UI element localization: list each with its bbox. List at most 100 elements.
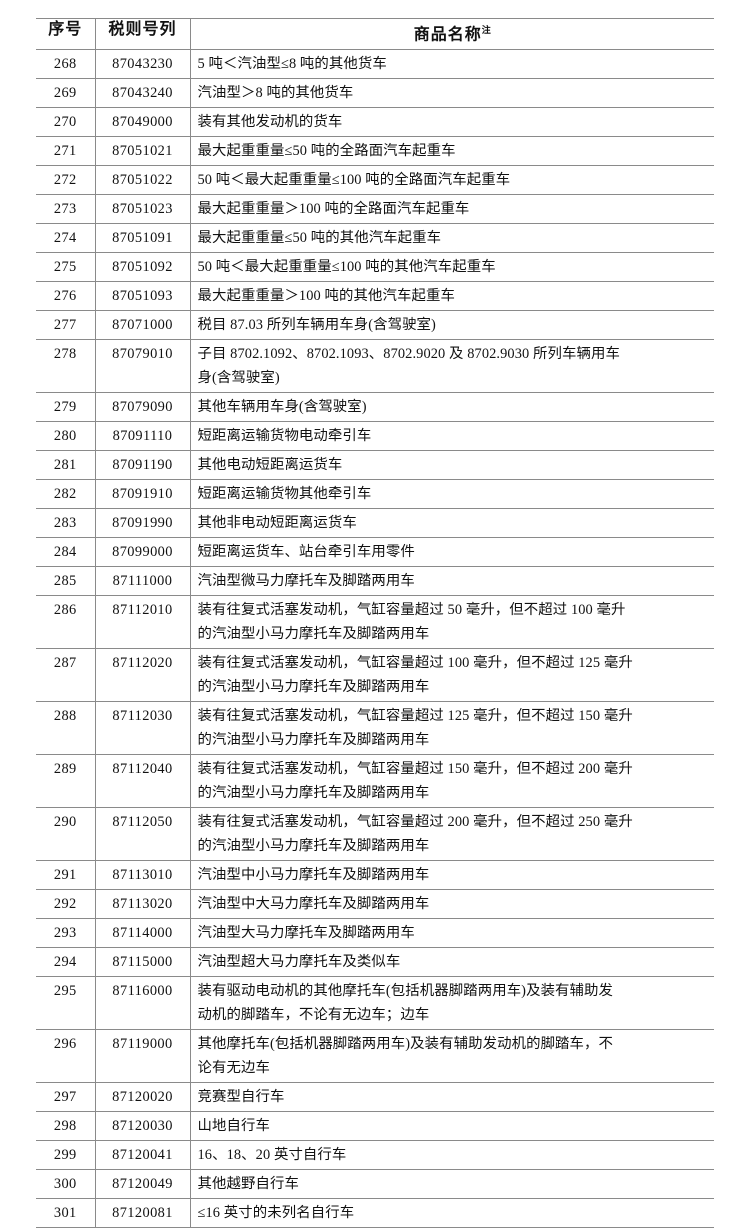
cell-tariff-code: 87051092 [95, 252, 191, 282]
cell-product-name-line: 汽油型微马力摩托车及脚踏两用车 [197, 573, 415, 589]
table-row: 277 87071000 税目 87.03 所列车辆用车身(含驾驶室) [36, 310, 714, 340]
cell-tariff-code: 87112020 [95, 648, 191, 702]
cell-product-name: 5 吨＜汽油型≤8 吨的其他货车 [190, 49, 714, 79]
cell-product-name-line: 最大起重重量≤50 吨的全路面汽车起重车 [197, 143, 456, 159]
cell-tariff-code: 87113010 [95, 860, 191, 890]
table-row: 292 87113020 汽油型中大马力摩托车及脚踏两用车 [36, 889, 714, 919]
cell-product-name: 其他越野自行车 [190, 1169, 714, 1199]
table-row: 275 87051092 50 吨＜最大起重重量≤100 吨的其他汽车起重车 [36, 252, 714, 282]
cell-tariff-code: 87111000 [95, 566, 191, 596]
cell-product-name-line: 子目 8702.1092、8702.1093、8702.9020 及 8702.… [197, 346, 620, 362]
table-row: 285 87111000 汽油型微马力摩托车及脚踏两用车 [36, 566, 714, 596]
cell-tariff-code: 87091110 [95, 421, 191, 451]
cell-sequence: 287 [36, 648, 96, 702]
cell-sequence: 290 [36, 807, 96, 861]
cell-tariff-code: 87115000 [95, 947, 191, 977]
cell-sequence: 278 [36, 339, 96, 393]
cell-product-name-line: 装有驱动电动机的其他摩托车(包括机器脚踏两用车)及装有辅助发 [197, 983, 614, 999]
table-row: 291 87113010 汽油型中小马力摩托车及脚踏两用车 [36, 860, 714, 890]
cell-product-name-line: ≤16 英寸的未列名自行车 [197, 1205, 355, 1221]
cell-product-name-line: 装有其他发动机的货车 [197, 114, 343, 130]
cell-product-name: 汽油型超大马力摩托车及类似车 [190, 947, 714, 977]
cell-product-name: 最大起重重量≤50 吨的全路面汽车起重车 [190, 136, 714, 166]
cell-product-name-line: 16、18、20 英寸自行车 [197, 1147, 347, 1163]
cell-product-name: 汽油型大马力摩托车及脚踏两用车 [190, 918, 714, 948]
cell-sequence: 294 [36, 947, 96, 977]
cell-product-name: 短距离运输货物其他牵引车 [190, 479, 714, 509]
cell-product-name: 竞赛型自行车 [190, 1082, 714, 1112]
cell-product-name: ≤16 英寸的未列名自行车 [190, 1198, 714, 1228]
cell-product-name-line: 装有往复式活塞发动机，气缸容量超过 100 毫升，但不超过 125 毫升 [197, 655, 633, 671]
cell-sequence: 273 [36, 194, 96, 224]
cell-tariff-code: 87120049 [95, 1169, 191, 1199]
cell-tariff-code: 87112050 [95, 807, 191, 861]
cell-tariff-code: 87051091 [95, 223, 191, 253]
cell-sequence: 291 [36, 860, 96, 890]
cell-tariff-code: 87112010 [95, 595, 191, 649]
cell-product-name-line: 汽油型超大马力摩托车及类似车 [197, 954, 401, 970]
cell-tariff-code: 87051093 [95, 281, 191, 311]
cell-product-name-line: 5 吨＜汽油型≤8 吨的其他货车 [197, 56, 387, 72]
cell-tariff-code: 87051022 [95, 165, 191, 195]
table-row: 271 87051021 最大起重重量≤50 吨的全路面汽车起重车 [36, 136, 714, 166]
table-row: 288 87112030 装有往复式活塞发动机，气缸容量超过 125 毫升，但不超过… [36, 701, 714, 755]
cell-product-name-line: 其他摩托车(包括机器脚踏两用车)及装有辅助发动机的脚踏车，不 [197, 1036, 614, 1052]
table-row: 281 87091190 其他电动短距离运货车 [36, 450, 714, 480]
column-header-tariff-code: 税则号列 [95, 18, 191, 50]
cell-sequence: 299 [36, 1140, 96, 1170]
cell-product-name-line: 其他非电动短距离运货车 [197, 515, 357, 531]
cell-tariff-code: 87043230 [95, 49, 191, 79]
cell-product-name: 汽油型中大马力摩托车及脚踏两用车 [190, 889, 714, 919]
table-row: 276 87051093 最大起重重量＞100 吨的其他汽车起重车 [36, 281, 714, 311]
column-header-product-name-text: 商品名称 [413, 26, 482, 44]
table-row: 269 87043240 汽油型＞8 吨的其他货车 [36, 78, 714, 108]
cell-product-name: 其他非电动短距离运货车 [190, 508, 714, 538]
cell-product-name: 装有往复式活塞发动机，气缸容量超过 100 毫升，但不超过 125 毫升 的汽油型… [190, 648, 714, 702]
table-row: 270 87049000 装有其他发动机的货车 [36, 107, 714, 137]
cell-sequence: 279 [36, 392, 96, 422]
table-row: 280 87091110 短距离运输货物电动牵引车 [36, 421, 714, 451]
table-row: 296 87119000 其他摩托车(包括机器脚踏两用车)及装有辅助发动机的脚踏车，… [36, 1029, 714, 1083]
cell-sequence: 274 [36, 223, 96, 253]
cell-sequence: 272 [36, 165, 96, 195]
cell-product-name-line: 汽油型大马力摩托车及脚踏两用车 [197, 925, 415, 941]
cell-tariff-code: 87051021 [95, 136, 191, 166]
table-row: 299 87120041 16、18、20 英寸自行车 [36, 1140, 714, 1170]
cell-sequence: 300 [36, 1169, 96, 1199]
cell-product-name-line: 其他越野自行车 [197, 1176, 299, 1192]
cell-product-name: 汽油型＞8 吨的其他货车 [190, 78, 714, 108]
column-header-sequence: 序号 [36, 18, 96, 50]
cell-sequence: 288 [36, 701, 96, 755]
column-header-footnote-marker: 注 [481, 25, 491, 35]
cell-product-name: 50 吨＜最大起重重量≤100 吨的全路面汽车起重车 [190, 165, 714, 195]
cell-product-name: 装有往复式活塞发动机，气缸容量超过 50 毫升，但不超过 100 毫升 的汽油型小… [190, 595, 714, 649]
cell-tariff-code: 87120020 [95, 1082, 191, 1112]
cell-product-name: 其他摩托车(包括机器脚踏两用车)及装有辅助发动机的脚踏车，不 论有无边车 [190, 1029, 714, 1083]
cell-product-name: 16、18、20 英寸自行车 [190, 1140, 714, 1170]
cell-sequence: 285 [36, 566, 96, 596]
table-header: 序号 税则号列 商品名称注 [36, 18, 714, 50]
cell-product-name-line: 装有往复式活塞发动机，气缸容量超过 150 毫升，但不超过 200 毫升 [197, 761, 633, 777]
cell-product-name-line: 短距离运输货物其他牵引车 [197, 486, 372, 502]
cell-sequence: 293 [36, 918, 96, 948]
table-row: 272 87051022 50 吨＜最大起重重量≤100 吨的全路面汽车起重车 [36, 165, 714, 195]
cell-product-name: 装有往复式活塞发动机，气缸容量超过 200 毫升，但不超过 250 毫升 的汽油型… [190, 807, 714, 861]
cell-product-name-line: 最大起重重量≤50 吨的其他汽车起重车 [197, 230, 442, 246]
cell-tariff-code: 87120030 [95, 1111, 191, 1141]
cell-product-name: 最大起重重量＞100 吨的全路面汽车起重车 [190, 194, 714, 224]
cell-product-name: 其他车辆用车身(含驾驶室) [190, 392, 714, 422]
table-row: 290 87112050 装有往复式活塞发动机，气缸容量超过 200 毫升，但不超过… [36, 807, 714, 861]
cell-sequence: 298 [36, 1111, 96, 1141]
cell-product-name-line: 最大起重重量＞100 吨的全路面汽车起重车 [197, 201, 470, 217]
cell-tariff-code: 87114000 [95, 918, 191, 948]
table-row: 294 87115000 汽油型超大马力摩托车及类似车 [36, 947, 714, 977]
cell-sequence: 284 [36, 537, 96, 567]
cell-product-name-line: 的汽油型小马力摩托车及脚踏两用车 [197, 785, 430, 801]
cell-product-name: 汽油型中小马力摩托车及脚踏两用车 [190, 860, 714, 890]
cell-product-name-line: 装有往复式活塞发动机，气缸容量超过 125 毫升，但不超过 150 毫升 [197, 708, 633, 724]
cell-product-name-line: 装有往复式活塞发动机，气缸容量超过 200 毫升，但不超过 250 毫升 [197, 814, 633, 830]
cell-product-name: 短距离运输货物电动牵引车 [190, 421, 714, 451]
cell-sequence: 269 [36, 78, 96, 108]
cell-product-name: 汽油型微马力摩托车及脚踏两用车 [190, 566, 714, 596]
cell-sequence: 277 [36, 310, 96, 340]
